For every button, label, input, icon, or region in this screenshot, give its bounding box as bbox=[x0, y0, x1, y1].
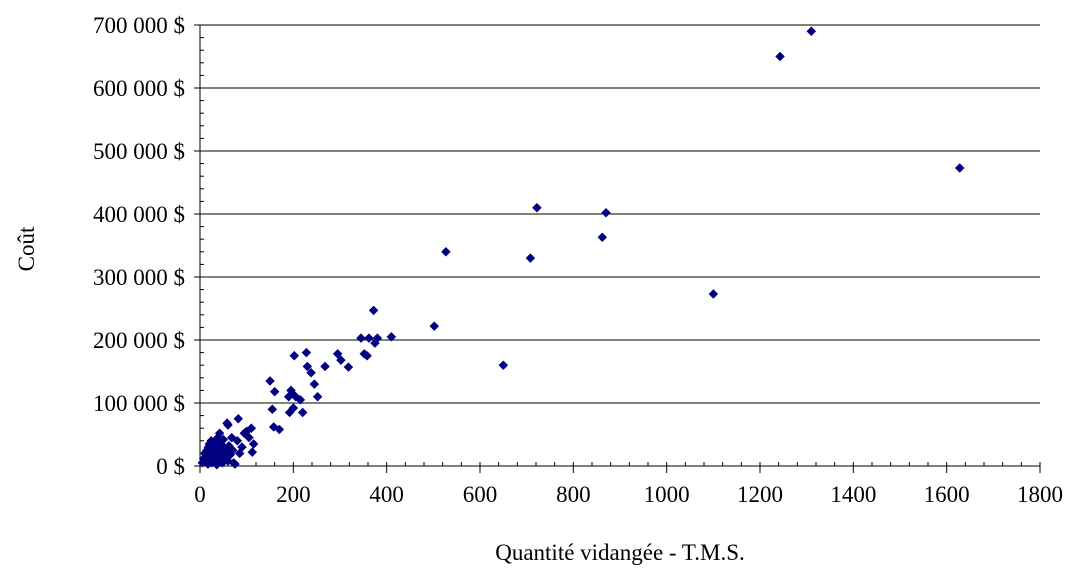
data-points bbox=[197, 26, 965, 470]
x-tick-label: 1800 bbox=[1017, 482, 1063, 507]
data-point bbox=[248, 439, 259, 449]
data-point bbox=[232, 435, 243, 446]
data-point bbox=[233, 413, 244, 424]
x-tick-label: 0 bbox=[194, 482, 206, 507]
data-point bbox=[954, 163, 965, 173]
x-axis-title: Quantité vidangée - T.M.S. bbox=[495, 540, 745, 565]
data-point bbox=[230, 459, 240, 469]
data-point bbox=[234, 448, 245, 459]
data-point bbox=[364, 333, 374, 343]
data-point bbox=[806, 26, 817, 37]
data-point bbox=[532, 202, 542, 213]
data-point bbox=[343, 362, 354, 372]
data-point bbox=[274, 424, 285, 435]
x-tick-label: 600 bbox=[463, 482, 498, 507]
data-point bbox=[267, 404, 278, 415]
axes bbox=[194, 24, 1041, 473]
tick-labels: 0 $ 100 000 $ 200 000 $ 300 000 $ 400 000 $ 5… bbox=[93, 13, 1063, 507]
data-point bbox=[356, 333, 366, 343]
data-point bbox=[312, 391, 323, 402]
data-point bbox=[429, 321, 440, 331]
x-tick-label: 200 bbox=[276, 482, 311, 507]
data-point bbox=[708, 289, 719, 299]
data-point bbox=[265, 376, 275, 386]
x-tick-label: 1000 bbox=[644, 482, 690, 507]
x-tick-label: 1400 bbox=[830, 482, 876, 507]
data-point bbox=[597, 232, 608, 243]
data-point bbox=[223, 420, 233, 430]
y-tick-label: 300 000 $ bbox=[93, 265, 185, 290]
data-point bbox=[525, 253, 536, 263]
data-point bbox=[306, 367, 316, 378]
data-point bbox=[368, 305, 379, 316]
data-point bbox=[297, 407, 308, 418]
data-point bbox=[244, 432, 254, 443]
data-point bbox=[601, 207, 611, 218]
x-tick-label: 1200 bbox=[737, 482, 783, 507]
data-point bbox=[214, 428, 225, 439]
data-point bbox=[336, 355, 346, 366]
data-point bbox=[372, 333, 383, 343]
data-point bbox=[441, 246, 451, 257]
data-point bbox=[309, 379, 320, 389]
data-point bbox=[775, 51, 785, 62]
gridlines bbox=[200, 24, 1040, 404]
data-point bbox=[288, 403, 299, 413]
data-point bbox=[218, 434, 229, 445]
y-tick-label: 500 000 $ bbox=[93, 139, 185, 164]
data-point bbox=[269, 386, 280, 397]
data-point bbox=[295, 394, 306, 405]
x-tick-label: 400 bbox=[369, 482, 404, 507]
data-point bbox=[386, 331, 397, 342]
data-point bbox=[289, 350, 300, 361]
data-point bbox=[301, 347, 312, 358]
data-point bbox=[237, 442, 247, 452]
data-point bbox=[247, 447, 258, 457]
data-point bbox=[246, 423, 257, 434]
y-tick-label: 600 000 $ bbox=[93, 76, 185, 101]
data-point bbox=[227, 445, 238, 456]
y-tick-label: 0 $ bbox=[156, 454, 185, 479]
y-tick-label: 700 000 $ bbox=[93, 13, 185, 38]
y-axis-title: Coût bbox=[14, 226, 39, 271]
data-point bbox=[302, 361, 313, 372]
data-point bbox=[498, 360, 509, 371]
x-tick-label: 1600 bbox=[924, 482, 970, 507]
y-tick-label: 200 000 $ bbox=[93, 328, 185, 353]
data-point bbox=[290, 391, 301, 402]
data-point bbox=[332, 349, 343, 359]
data-point bbox=[362, 350, 372, 361]
y-tick-label: 100 000 $ bbox=[93, 391, 185, 416]
data-point bbox=[320, 361, 330, 372]
y-tick-label: 400 000 $ bbox=[93, 202, 185, 227]
x-tick-label: 800 bbox=[556, 482, 591, 507]
